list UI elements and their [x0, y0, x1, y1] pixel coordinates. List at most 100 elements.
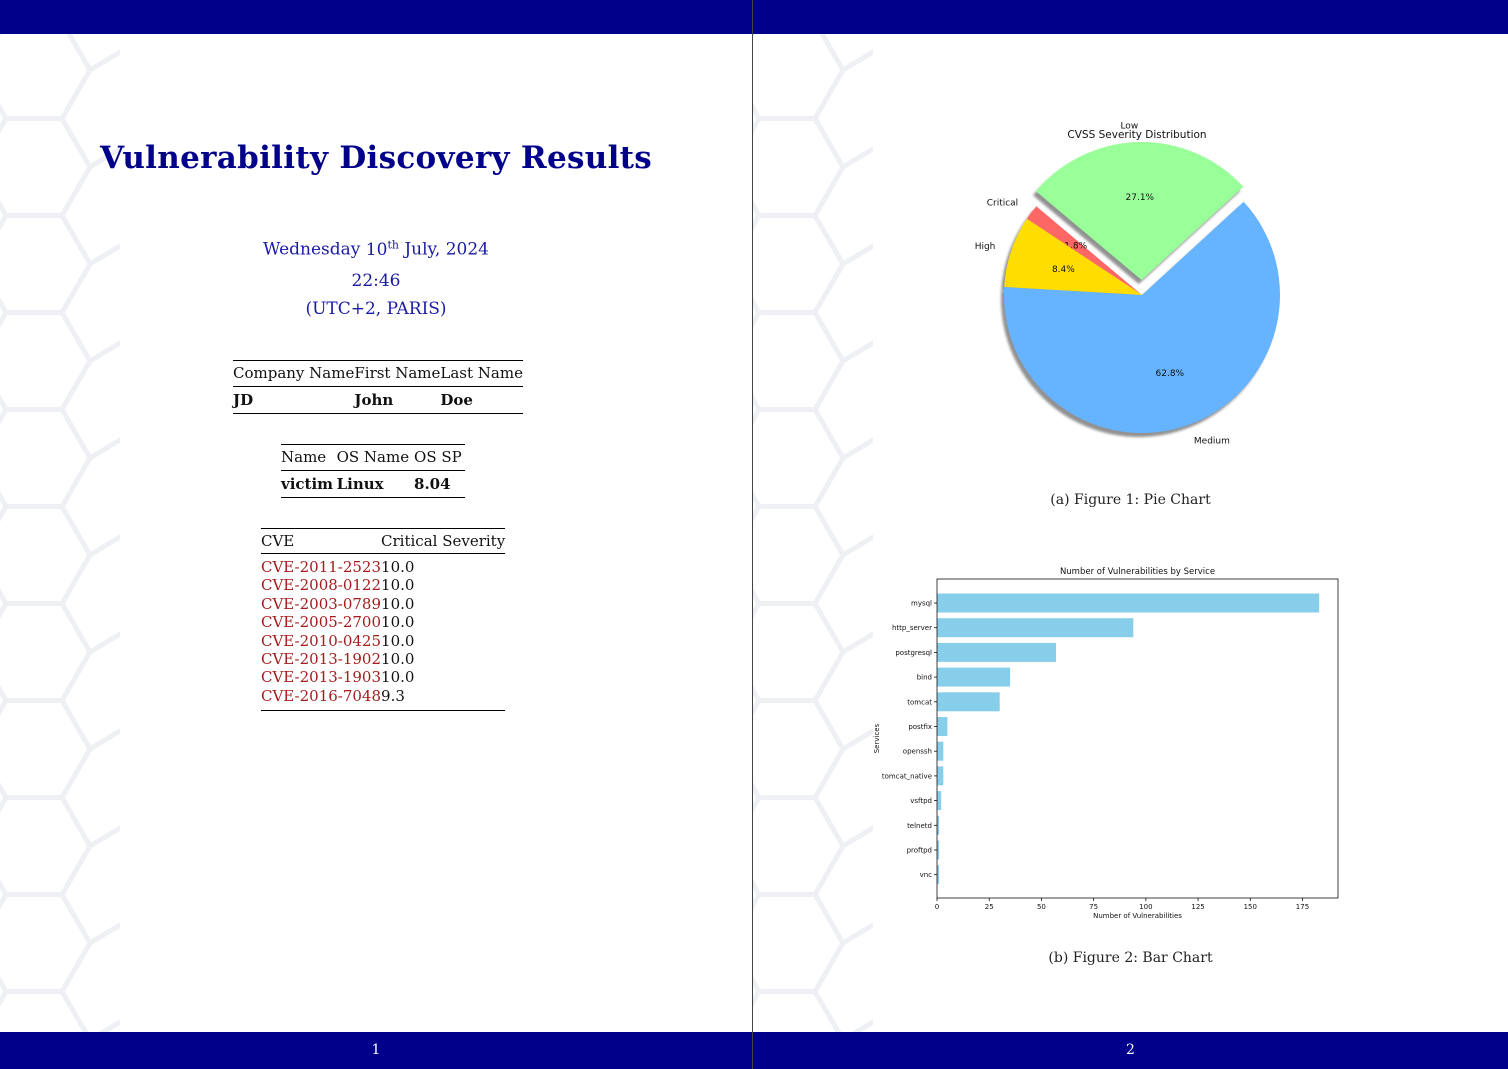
y-tick-label: vnc	[920, 871, 933, 879]
bar-postfix	[937, 717, 948, 736]
date-weekday: Wednesday	[263, 239, 361, 260]
plot-frame	[936, 578, 1339, 899]
hexagon-shape	[0, 892, 93, 994]
pie-label: Low	[1120, 122, 1138, 132]
page-2: CVSS Severity Distribution Critical 1.8% Hi…	[753, 0, 1508, 1069]
bar-vnc	[937, 865, 940, 885]
hexagon-edge	[88, 146, 120, 170]
x-tick-label: 150	[1244, 903, 1257, 911]
last-name-value: Doe	[440, 391, 473, 409]
pie-percent-label: 8.4%	[1052, 265, 1075, 275]
cve-id-link[interactable]: CVE-2010-0425	[261, 631, 382, 650]
hexagon-edge	[841, 728, 873, 752]
footer-bar: 2	[753, 1032, 1508, 1069]
pie-slice-medium	[1003, 201, 1280, 434]
cve-severity: 10.0	[381, 576, 415, 595]
cve-severity: 10.0	[381, 558, 415, 576]
page-1: Vulnerability Discovery Results Wednesda…	[0, 0, 752, 1069]
x-tick-label: 100	[1139, 903, 1152, 911]
header-bar	[753, 0, 1508, 34]
header-bar	[0, 0, 752, 34]
y-tick-label: tomcat	[907, 698, 932, 706]
bar-bind	[937, 667, 1011, 687]
hexagon-shape	[0, 407, 93, 509]
bar-tomcat_native	[937, 766, 944, 786]
figure-1-caption: (a) Figure 1: Pie Chart	[1050, 492, 1211, 508]
y-tick-label: proftpd	[907, 847, 932, 855]
cve-id-link[interactable]: CVE-2005-2700	[261, 613, 382, 632]
pie-chart: CVSS Severity Distribution Critical 1.8% Hi…	[975, 122, 1280, 447]
page-number: 2	[1126, 1042, 1135, 1058]
x-tick-label: 125	[1191, 903, 1204, 911]
cve-row: CVE-2016-7048 9.3	[261, 686, 506, 711]
hexagon-edge	[841, 49, 873, 73]
bar-postgresql	[937, 642, 1056, 662]
y-tick-label: postfix	[908, 723, 932, 731]
y-axis-label: Services	[873, 723, 881, 753]
cve-row: CVE-2011-2523 10.0	[261, 554, 505, 577]
header-critical-severity: Critical Severity	[381, 532, 506, 550]
host-name-value: victim	[281, 475, 334, 493]
hexagon-edge	[841, 243, 873, 267]
x-axis-label: Number of Vulnerabilities	[1093, 912, 1182, 920]
cve-severity: 10.0	[381, 594, 415, 613]
cve-id-link[interactable]: CVE-2016-7048	[261, 686, 382, 705]
y-tick-label: telnetd	[907, 822, 932, 830]
page-number: 1	[371, 1042, 381, 1058]
pie-percent-label: 1.8%	[1064, 241, 1087, 251]
header-os-sp: OS SP	[414, 448, 462, 466]
pie-slice-high	[1004, 218, 1142, 295]
cve-id-link[interactable]: CVE-2013-1903	[261, 668, 382, 687]
y-tick-label: bind	[917, 674, 932, 682]
hexagon-shape	[0, 213, 93, 315]
x-tick-label: 75	[1089, 903, 1098, 911]
cve-severity: 10.0	[381, 650, 415, 669]
cve-row: CVE-2003-0789 10.0	[261, 595, 505, 613]
hexagon-edge	[841, 437, 873, 461]
os-name-value: Linux	[336, 475, 384, 493]
hexagon-edge	[88, 631, 120, 655]
pie-chart-title: CVSS Severity Distribution	[1067, 129, 1206, 141]
hexagon-edge	[88, 534, 120, 558]
first-name-value: John	[354, 391, 394, 409]
bar-chart-title: Number of Vulnerabilities by Service	[1060, 567, 1215, 577]
hexagon-edge	[841, 340, 873, 364]
x-tick-label: 25	[985, 903, 994, 911]
cve-id-link[interactable]: CVE-2008-0122	[261, 576, 382, 595]
header-name: Name	[281, 448, 327, 466]
pie-label: Critical	[987, 199, 1018, 209]
cve-id-link[interactable]: CVE-2013-1902	[261, 650, 382, 669]
hexagon-edge	[88, 243, 120, 267]
os-sp-value: 8.04	[414, 475, 451, 493]
hexagon-shape	[0, 795, 93, 897]
hexagon-shape	[753, 989, 846, 1069]
hexagon-edge	[88, 49, 120, 73]
pie-label: Medium	[1194, 437, 1230, 447]
x-tick-label: 50	[1037, 903, 1046, 911]
cve-id-link[interactable]: CVE-2011-2523	[261, 558, 382, 576]
report-date: Wednesday 10th July, 2024	[0, 238, 752, 260]
x-tick-label: 0	[935, 903, 939, 911]
company-name-value: JD	[233, 391, 254, 409]
hexagon-edge	[88, 437, 120, 461]
bar-http_server	[937, 618, 1134, 638]
header-last-name: Last Name	[440, 364, 523, 382]
footer-bar: 1	[0, 1032, 752, 1069]
x-tick-label: 175	[1296, 903, 1309, 911]
hexagon-background-decoration	[753, 0, 873, 1069]
bar-mysql	[937, 593, 1320, 613]
hexagon-edge	[841, 631, 873, 655]
y-tick-label: openssh	[903, 748, 932, 756]
y-tick-label: mysql	[911, 600, 932, 608]
hexagon-shape	[0, 989, 93, 1069]
hexagon-edge	[841, 146, 873, 170]
header-os-name: OS Name	[336, 448, 410, 466]
cve-id-link[interactable]: CVE-2003-0789	[261, 594, 382, 613]
cve-row: CVE-2008-0122 10.0	[261, 576, 505, 594]
hexagon-shape	[0, 698, 93, 800]
cve-severity: 9.3	[381, 686, 405, 705]
hexagon-edge	[88, 728, 120, 752]
report-timezone: (UTC+2, PARIS)	[305, 299, 447, 319]
cve-severity: 10.0	[381, 668, 415, 687]
date-day: 10th	[365, 238, 399, 260]
